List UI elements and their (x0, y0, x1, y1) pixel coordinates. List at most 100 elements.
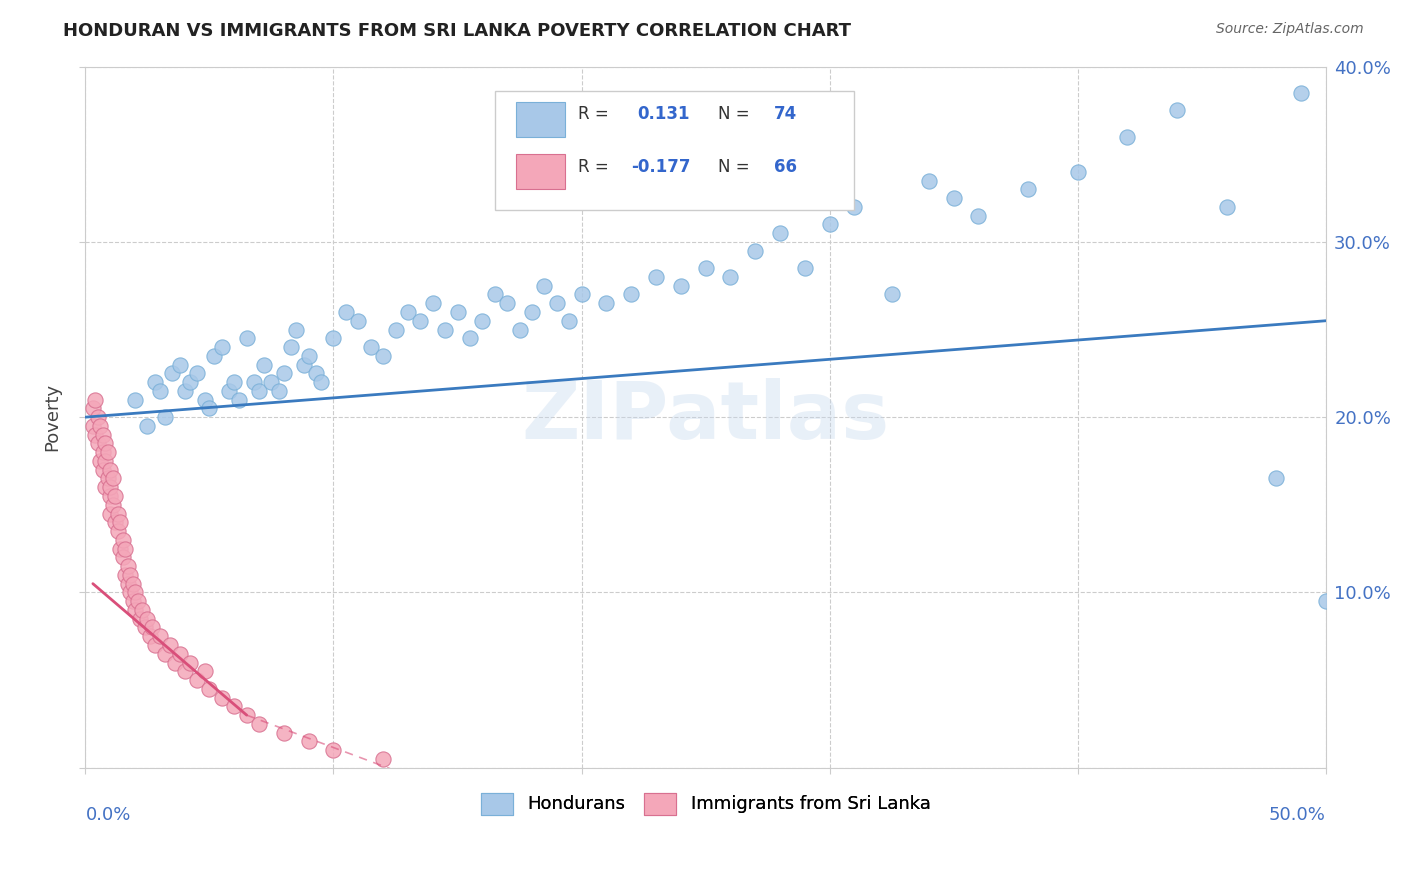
Point (235, 331, 257, 345)
Point (744, 244, 766, 258)
Point (335, 305, 357, 319)
Point (94, 454, 117, 468)
Point (228, 392, 250, 407)
Point (84, 427, 107, 442)
Point (84, 392, 107, 407)
Point (82, 401, 104, 416)
Point (87, 410, 110, 425)
Point (218, 384, 240, 398)
Point (149, 629, 172, 643)
Point (114, 541, 136, 556)
Point (942, 191, 965, 205)
Point (129, 612, 152, 626)
Legend: Hondurans, Immigrants from Sri Lanka: Hondurans, Immigrants from Sri Lanka (474, 785, 938, 822)
Point (111, 533, 134, 547)
Point (193, 665, 215, 679)
Text: 66: 66 (773, 158, 797, 176)
Point (91, 445, 114, 459)
Point (198, 401, 221, 416)
Point (918, 173, 941, 187)
Point (97, 445, 120, 459)
Point (107, 507, 129, 521)
Point (89, 418, 111, 433)
Point (97, 471, 120, 485)
Point (94, 480, 117, 494)
Text: 50.0%: 50.0% (1270, 806, 1326, 824)
Point (224, 375, 246, 389)
Point (247, 717, 270, 731)
Point (141, 620, 163, 634)
Point (169, 647, 191, 661)
Point (136, 612, 159, 626)
Point (98, 480, 121, 494)
Point (124, 603, 146, 617)
Point (793, 261, 815, 276)
Point (1166, 103, 1188, 118)
Point (91, 463, 114, 477)
Point (273, 367, 295, 381)
Point (153, 647, 176, 661)
Text: N =: N = (718, 158, 749, 176)
Point (104, 516, 127, 530)
Point (173, 384, 195, 398)
Point (108, 516, 131, 530)
Point (1017, 182, 1039, 196)
Point (496, 296, 519, 310)
Point (101, 471, 124, 485)
Point (818, 218, 841, 232)
Point (98, 507, 121, 521)
Point (120, 568, 142, 582)
Point (322, 331, 344, 345)
Y-axis label: Poverty: Poverty (44, 383, 60, 451)
Point (108, 541, 131, 556)
Point (111, 550, 134, 565)
FancyBboxPatch shape (495, 91, 855, 211)
Text: R =: R = (578, 158, 609, 176)
Point (211, 340, 233, 354)
Point (967, 209, 990, 223)
Point (305, 367, 328, 381)
Point (153, 410, 176, 425)
Point (620, 287, 643, 301)
Point (101, 498, 124, 512)
Text: 0.131: 0.131 (637, 105, 690, 123)
Point (484, 287, 506, 301)
Point (571, 287, 593, 301)
Point (292, 358, 315, 372)
Point (422, 296, 444, 310)
Point (127, 594, 149, 608)
Point (173, 665, 195, 679)
Point (204, 349, 226, 363)
Point (1215, 200, 1237, 214)
Point (169, 358, 191, 372)
Point (159, 638, 181, 652)
Point (198, 681, 221, 696)
Point (360, 340, 382, 354)
Point (471, 314, 494, 328)
Text: HONDURAN VS IMMIGRANTS FROM SRI LANKA POVERTY CORRELATION CHART: HONDURAN VS IMMIGRANTS FROM SRI LANKA PO… (63, 22, 851, 40)
Point (82, 418, 104, 433)
Point (224, 699, 246, 714)
Point (243, 375, 266, 389)
Point (1265, 471, 1288, 485)
Point (595, 296, 617, 310)
Point (309, 375, 332, 389)
Point (114, 568, 136, 582)
Point (446, 305, 468, 319)
Point (139, 629, 162, 643)
Point (186, 673, 208, 687)
Point (1289, 86, 1312, 100)
Point (347, 314, 370, 328)
Point (1116, 129, 1139, 144)
Point (247, 384, 270, 398)
Point (124, 392, 146, 407)
Point (509, 322, 531, 336)
Point (143, 638, 166, 652)
Point (107, 524, 129, 538)
Point (121, 594, 143, 608)
Point (260, 375, 283, 389)
Bar (516, 102, 565, 136)
Text: Source: ZipAtlas.com: Source: ZipAtlas.com (1216, 22, 1364, 37)
Text: 74: 74 (773, 105, 797, 123)
Point (121, 576, 143, 591)
